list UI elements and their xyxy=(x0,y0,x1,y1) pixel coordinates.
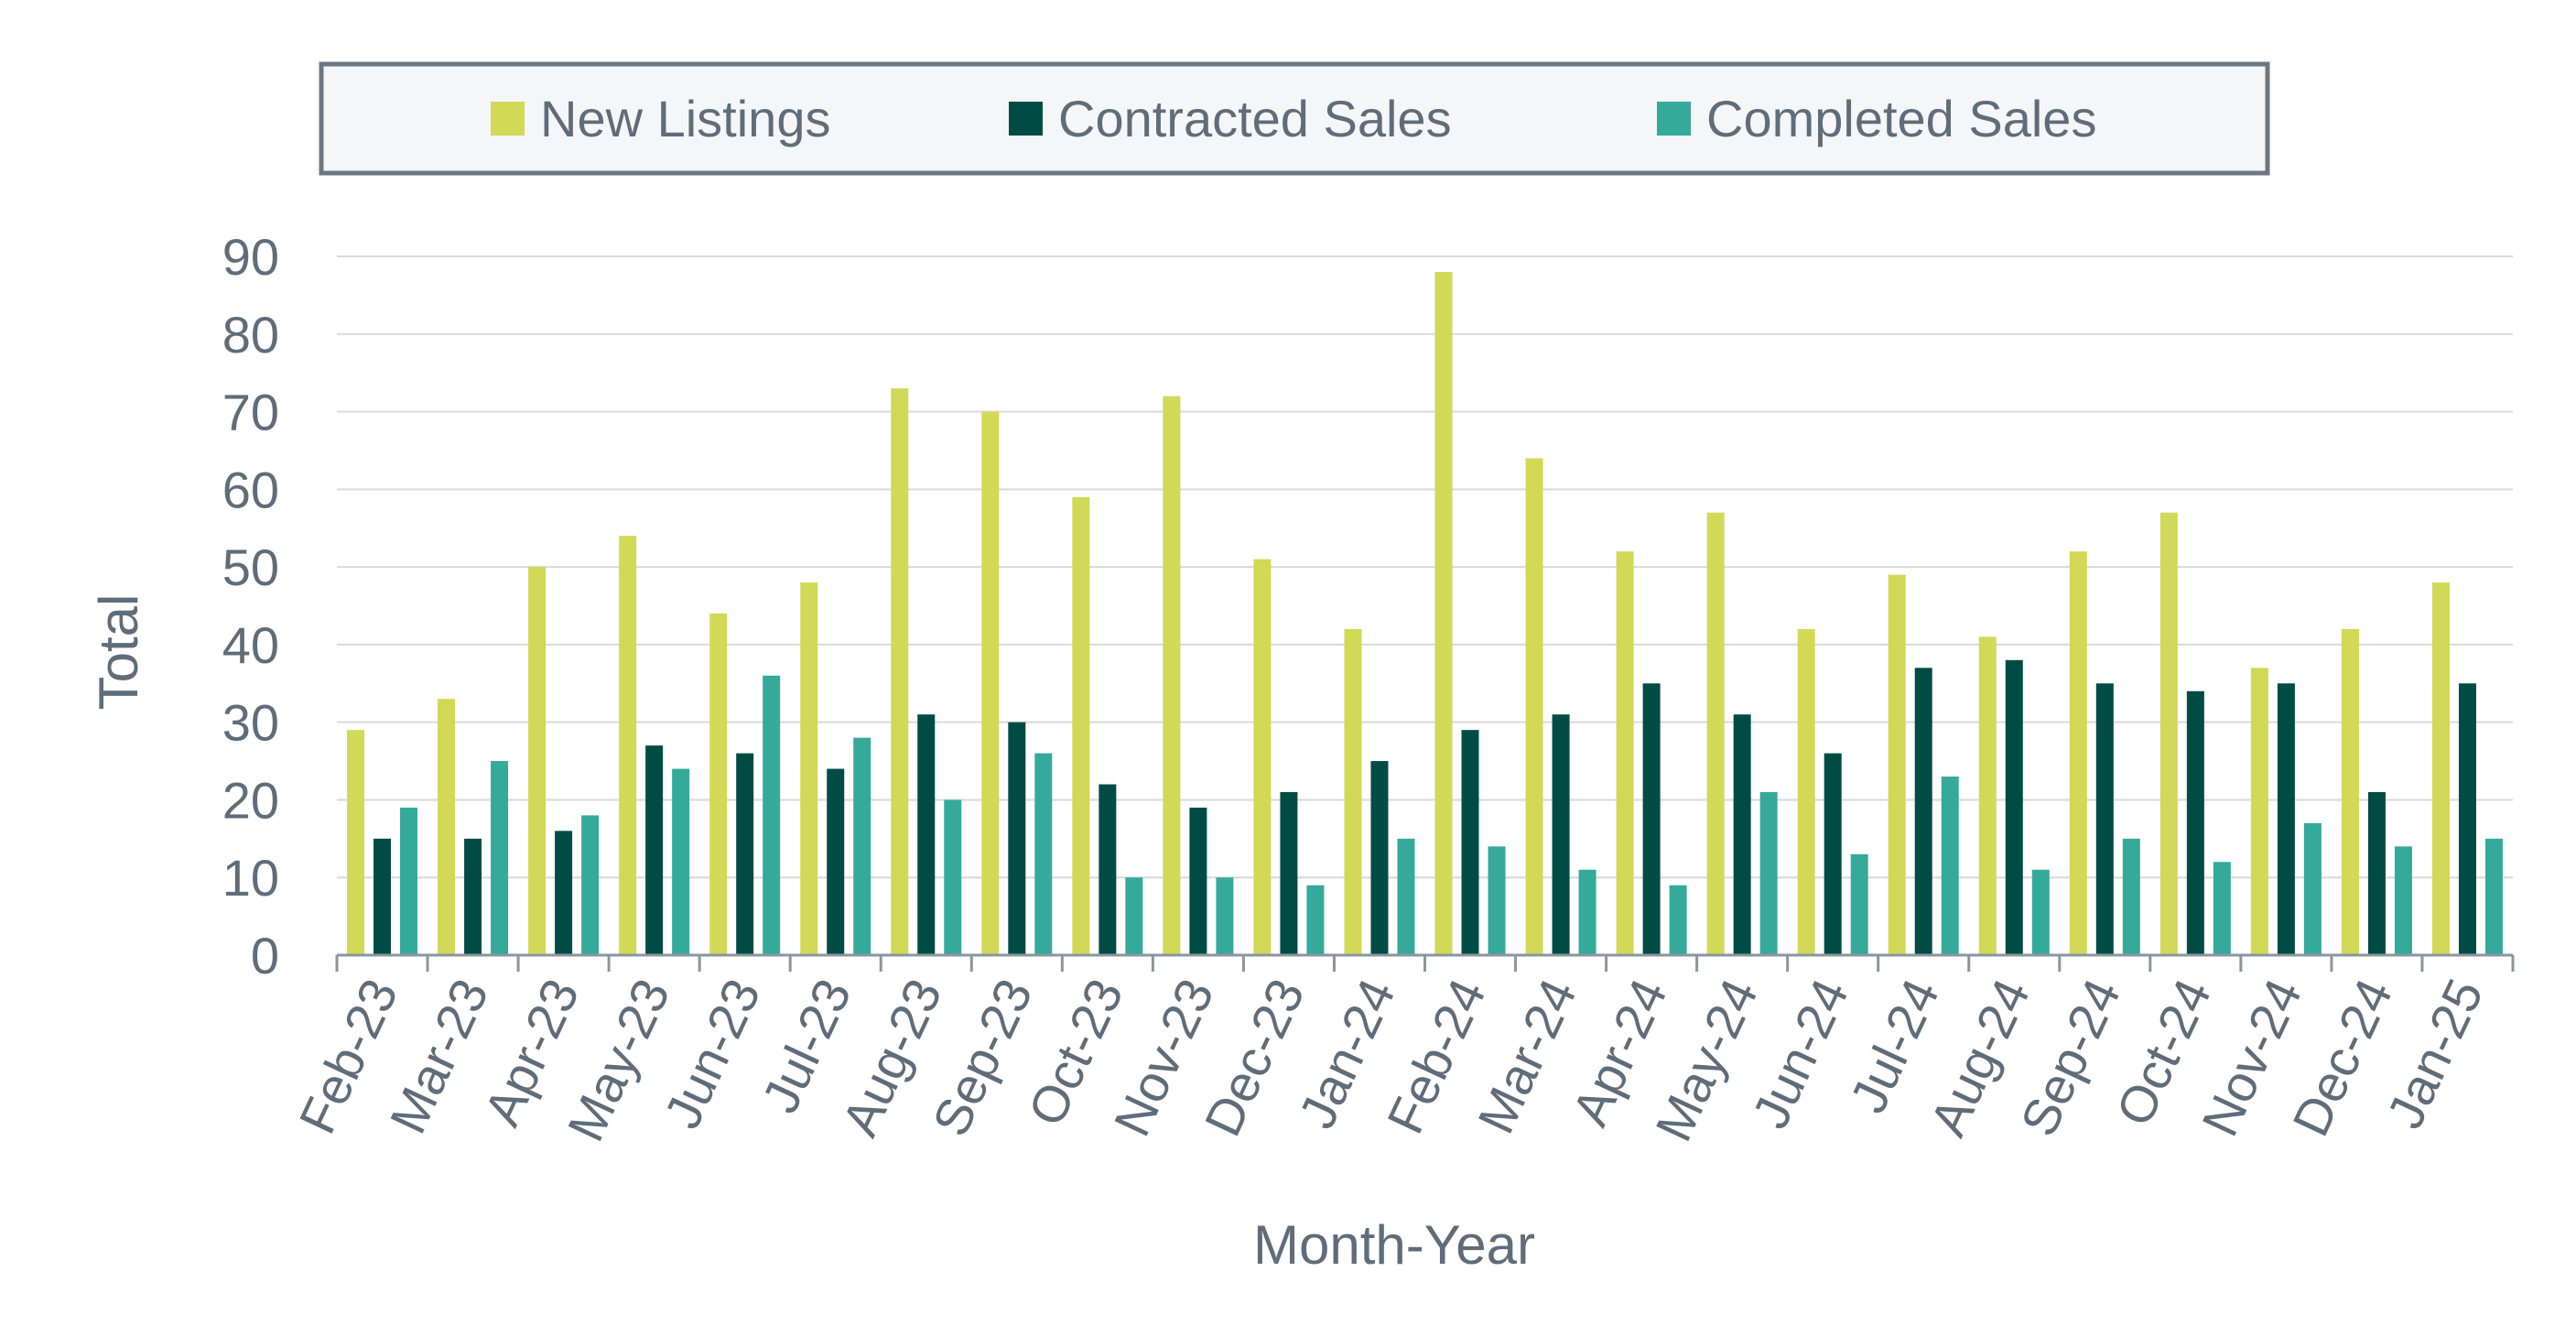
gridlines xyxy=(337,255,2513,879)
bar-contracted-sales xyxy=(1552,714,1570,955)
bar-completed-sales xyxy=(1578,869,1596,955)
bar-contracted-sales xyxy=(2186,690,2204,955)
bar-new-listings xyxy=(1797,628,1815,955)
bar-completed-sales xyxy=(672,768,690,955)
bar-contracted-sales xyxy=(1280,791,1298,955)
legend-label: Completed Sales xyxy=(1706,90,2096,147)
bar-contracted-sales xyxy=(1733,714,1751,955)
bar-new-listings xyxy=(438,699,456,955)
bar-completed-sales xyxy=(1034,753,1053,955)
bar-new-listings xyxy=(528,567,547,955)
legend-swatch xyxy=(1657,102,1691,136)
bar-contracted-sales xyxy=(2095,683,2114,955)
y-tick-label: 60 xyxy=(222,461,279,518)
y-axis-title: Total xyxy=(88,594,149,711)
bar-contracted-sales xyxy=(373,838,392,955)
bar-new-listings xyxy=(619,536,637,955)
bar-contracted-sales xyxy=(736,753,754,955)
bar-contracted-sales xyxy=(827,768,845,955)
bar-new-listings xyxy=(1706,512,1725,955)
bar-contracted-sales xyxy=(1461,730,1479,955)
bar-completed-sales xyxy=(1488,846,1506,955)
x-axis xyxy=(335,953,2515,972)
bar-contracted-sales xyxy=(464,838,482,955)
bar-completed-sales xyxy=(1669,885,1687,955)
bar-completed-sales xyxy=(2122,838,2140,955)
bar-contracted-sales xyxy=(1914,668,1932,955)
bar-completed-sales xyxy=(853,737,871,955)
bar-contracted-sales xyxy=(1008,722,1026,955)
bar-completed-sales xyxy=(1306,885,1325,955)
bar-completed-sales xyxy=(400,807,418,955)
bar-contracted-sales xyxy=(2367,791,2386,955)
legend-label: Contracted Sales xyxy=(1058,90,1452,147)
y-tick-label: 30 xyxy=(222,694,279,752)
bar-completed-sales xyxy=(2031,869,2050,955)
legend-swatch xyxy=(491,102,525,136)
legend-swatch xyxy=(1009,102,1043,136)
bar-completed-sales xyxy=(1850,853,1868,955)
legend-label: New Listings xyxy=(540,90,830,147)
bar-new-listings xyxy=(1888,574,1906,955)
bar-new-listings xyxy=(1616,551,1634,955)
bar-new-listings xyxy=(2341,628,2359,955)
legend: New Listings Contracted Sales Completed Sa… xyxy=(319,61,2270,176)
y-tick-label: 50 xyxy=(222,538,279,596)
bar-completed-sales xyxy=(2213,862,2231,955)
y-tick-label: 20 xyxy=(222,771,279,829)
bar-completed-sales xyxy=(1216,877,1234,955)
bar-new-listings xyxy=(891,388,909,956)
x-axis-ticks: Feb-23Mar-23Apr-23May-23Jun-23Jul-23Aug-… xyxy=(287,970,2494,1149)
bar-completed-sales xyxy=(1759,791,1778,955)
bar-completed-sales xyxy=(944,799,962,955)
bar-contracted-sales xyxy=(1824,753,1842,955)
bar-new-listings xyxy=(347,730,365,955)
bar-completed-sales xyxy=(491,761,509,955)
bar-contracted-sales xyxy=(2005,659,2023,955)
bar-new-listings xyxy=(2431,582,2450,955)
bar-contracted-sales xyxy=(1370,761,1389,955)
bar-completed-sales xyxy=(1397,838,1415,955)
bar-new-listings xyxy=(800,582,818,955)
bar-completed-sales xyxy=(1941,777,1959,955)
bar-new-listings xyxy=(1163,396,1181,956)
y-tick-label: 70 xyxy=(222,384,279,441)
bar-completed-sales xyxy=(2303,822,2322,955)
bar-completed-sales xyxy=(581,815,600,955)
y-tick-label: 90 xyxy=(222,228,279,286)
bar-new-listings xyxy=(1253,559,1272,955)
bar-new-listings xyxy=(2159,512,2178,955)
bar-new-listings xyxy=(2069,551,2087,955)
bar-new-listings xyxy=(1525,458,1543,955)
bar-contracted-sales xyxy=(2458,683,2476,955)
y-tick-label: 10 xyxy=(222,849,279,907)
y-tick-label: 0 xyxy=(251,927,279,984)
bar-completed-sales xyxy=(2484,838,2503,955)
bar-new-listings xyxy=(1344,628,1362,955)
bars xyxy=(347,271,2503,956)
y-tick-label: 80 xyxy=(222,306,279,364)
bar-contracted-sales xyxy=(917,714,936,955)
bar-completed-sales xyxy=(763,675,781,955)
bar-new-listings xyxy=(981,411,1000,955)
bar-contracted-sales xyxy=(2277,683,2295,955)
bar-contracted-sales xyxy=(1642,683,1661,955)
bar-new-listings xyxy=(1978,636,1997,955)
bar-new-listings xyxy=(1434,271,1453,955)
bar-contracted-sales xyxy=(1099,784,1117,955)
bar-contracted-sales xyxy=(1189,807,1207,955)
legend-box xyxy=(319,61,2270,176)
bar-completed-sales xyxy=(1125,877,1143,955)
x-axis-title: Month-Year xyxy=(1253,1214,1535,1276)
bar-contracted-sales xyxy=(555,831,573,955)
bar-completed-sales xyxy=(2394,846,2412,955)
bar-new-listings xyxy=(1072,496,1090,955)
bar-new-listings xyxy=(2250,668,2268,955)
y-tick-label: 40 xyxy=(222,616,279,674)
bar-new-listings xyxy=(709,613,728,955)
y-axis-ticks: 0 10 20 30 40 50 60 70 80 90 xyxy=(222,228,279,984)
bar-contracted-sales xyxy=(645,745,664,955)
